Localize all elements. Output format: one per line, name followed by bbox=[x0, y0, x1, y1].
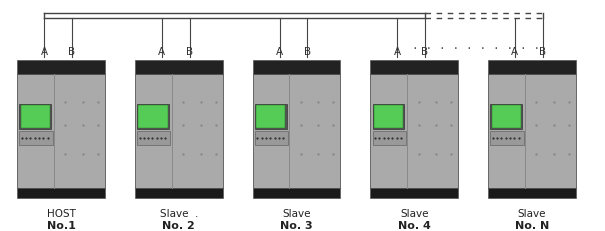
Bar bbox=[488, 188, 575, 198]
Bar bbox=[139, 105, 168, 129]
Bar bbox=[488, 74, 575, 188]
Bar bbox=[253, 74, 340, 188]
Bar bbox=[370, 188, 458, 198]
Bar bbox=[135, 60, 223, 74]
Text: A: A bbox=[159, 46, 165, 56]
Bar bbox=[253, 188, 340, 198]
Text: No. 4: No. 4 bbox=[397, 220, 431, 230]
Bar bbox=[373, 105, 404, 129]
Bar bbox=[255, 131, 288, 145]
Bar bbox=[135, 188, 223, 198]
Bar bbox=[21, 105, 50, 129]
Bar bbox=[488, 60, 575, 74]
Text: Slave  .: Slave . bbox=[160, 208, 198, 218]
Text: No.1: No.1 bbox=[47, 220, 76, 230]
Text: B: B bbox=[539, 46, 546, 56]
Bar bbox=[137, 105, 169, 129]
Text: B: B bbox=[304, 46, 311, 56]
Text: Slave: Slave bbox=[400, 208, 428, 218]
Bar bbox=[370, 60, 458, 74]
Bar bbox=[492, 105, 521, 129]
Text: Slave: Slave bbox=[282, 208, 311, 218]
Text: A: A bbox=[511, 46, 518, 56]
Text: B: B bbox=[186, 46, 193, 56]
Bar bbox=[18, 188, 105, 198]
Text: No. 3: No. 3 bbox=[280, 220, 313, 230]
Text: B: B bbox=[422, 46, 428, 56]
Bar bbox=[255, 105, 287, 129]
Text: Slave: Slave bbox=[518, 208, 546, 218]
Text: A: A bbox=[41, 46, 48, 56]
Bar bbox=[253, 60, 340, 74]
Bar bbox=[18, 74, 105, 188]
Text: No. 2: No. 2 bbox=[162, 220, 195, 230]
Text: . . . . . . . . . .: . . . . . . . . . . bbox=[411, 41, 540, 51]
Text: A: A bbox=[394, 46, 401, 56]
Bar bbox=[374, 105, 403, 129]
Bar bbox=[490, 105, 522, 129]
Bar bbox=[18, 60, 105, 74]
Text: B: B bbox=[68, 46, 76, 56]
Bar bbox=[490, 131, 523, 145]
Text: No. N: No. N bbox=[515, 220, 549, 230]
Text: HOST: HOST bbox=[47, 208, 76, 218]
Bar bbox=[135, 74, 223, 188]
Bar bbox=[19, 131, 53, 145]
Text: A: A bbox=[276, 46, 283, 56]
Bar bbox=[137, 131, 171, 145]
Bar bbox=[256, 105, 286, 129]
Bar bbox=[370, 74, 458, 188]
Bar bbox=[19, 105, 51, 129]
Bar bbox=[373, 131, 406, 145]
